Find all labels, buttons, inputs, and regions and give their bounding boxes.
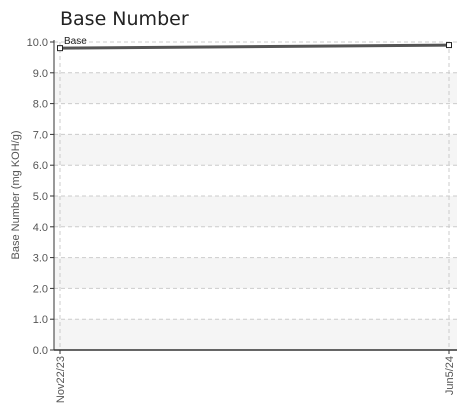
x-tick-label: Jun5/24 xyxy=(444,356,456,395)
y-tick-label: 5.0 xyxy=(33,191,48,203)
y-tick-label: 10.0 xyxy=(27,37,48,49)
grid-band xyxy=(54,134,457,166)
y-tick-label: 2.0 xyxy=(33,283,48,295)
y-tick-label: 1.0 xyxy=(33,314,48,326)
chart-title: Base Number xyxy=(60,8,189,30)
data-point xyxy=(446,42,452,49)
grid-band xyxy=(54,319,457,350)
data-point xyxy=(57,45,63,52)
y-tick-label: 8.0 xyxy=(33,99,48,111)
y-tick-label: 7.0 xyxy=(33,129,48,141)
series-line xyxy=(59,43,450,50)
x-tick-label: Nov22/23 xyxy=(55,356,67,403)
y-tick-label: 4.0 xyxy=(33,222,48,234)
y-tick-label: 0.0 xyxy=(33,345,48,357)
series-label: Base xyxy=(64,36,87,47)
y-tick-label: 6.0 xyxy=(33,160,48,172)
y-tick-label: 9.0 xyxy=(33,68,48,80)
grid-band xyxy=(54,257,457,289)
grid-band xyxy=(54,196,457,227)
grid-band xyxy=(54,72,457,104)
y-tick-label: 3.0 xyxy=(33,253,48,265)
